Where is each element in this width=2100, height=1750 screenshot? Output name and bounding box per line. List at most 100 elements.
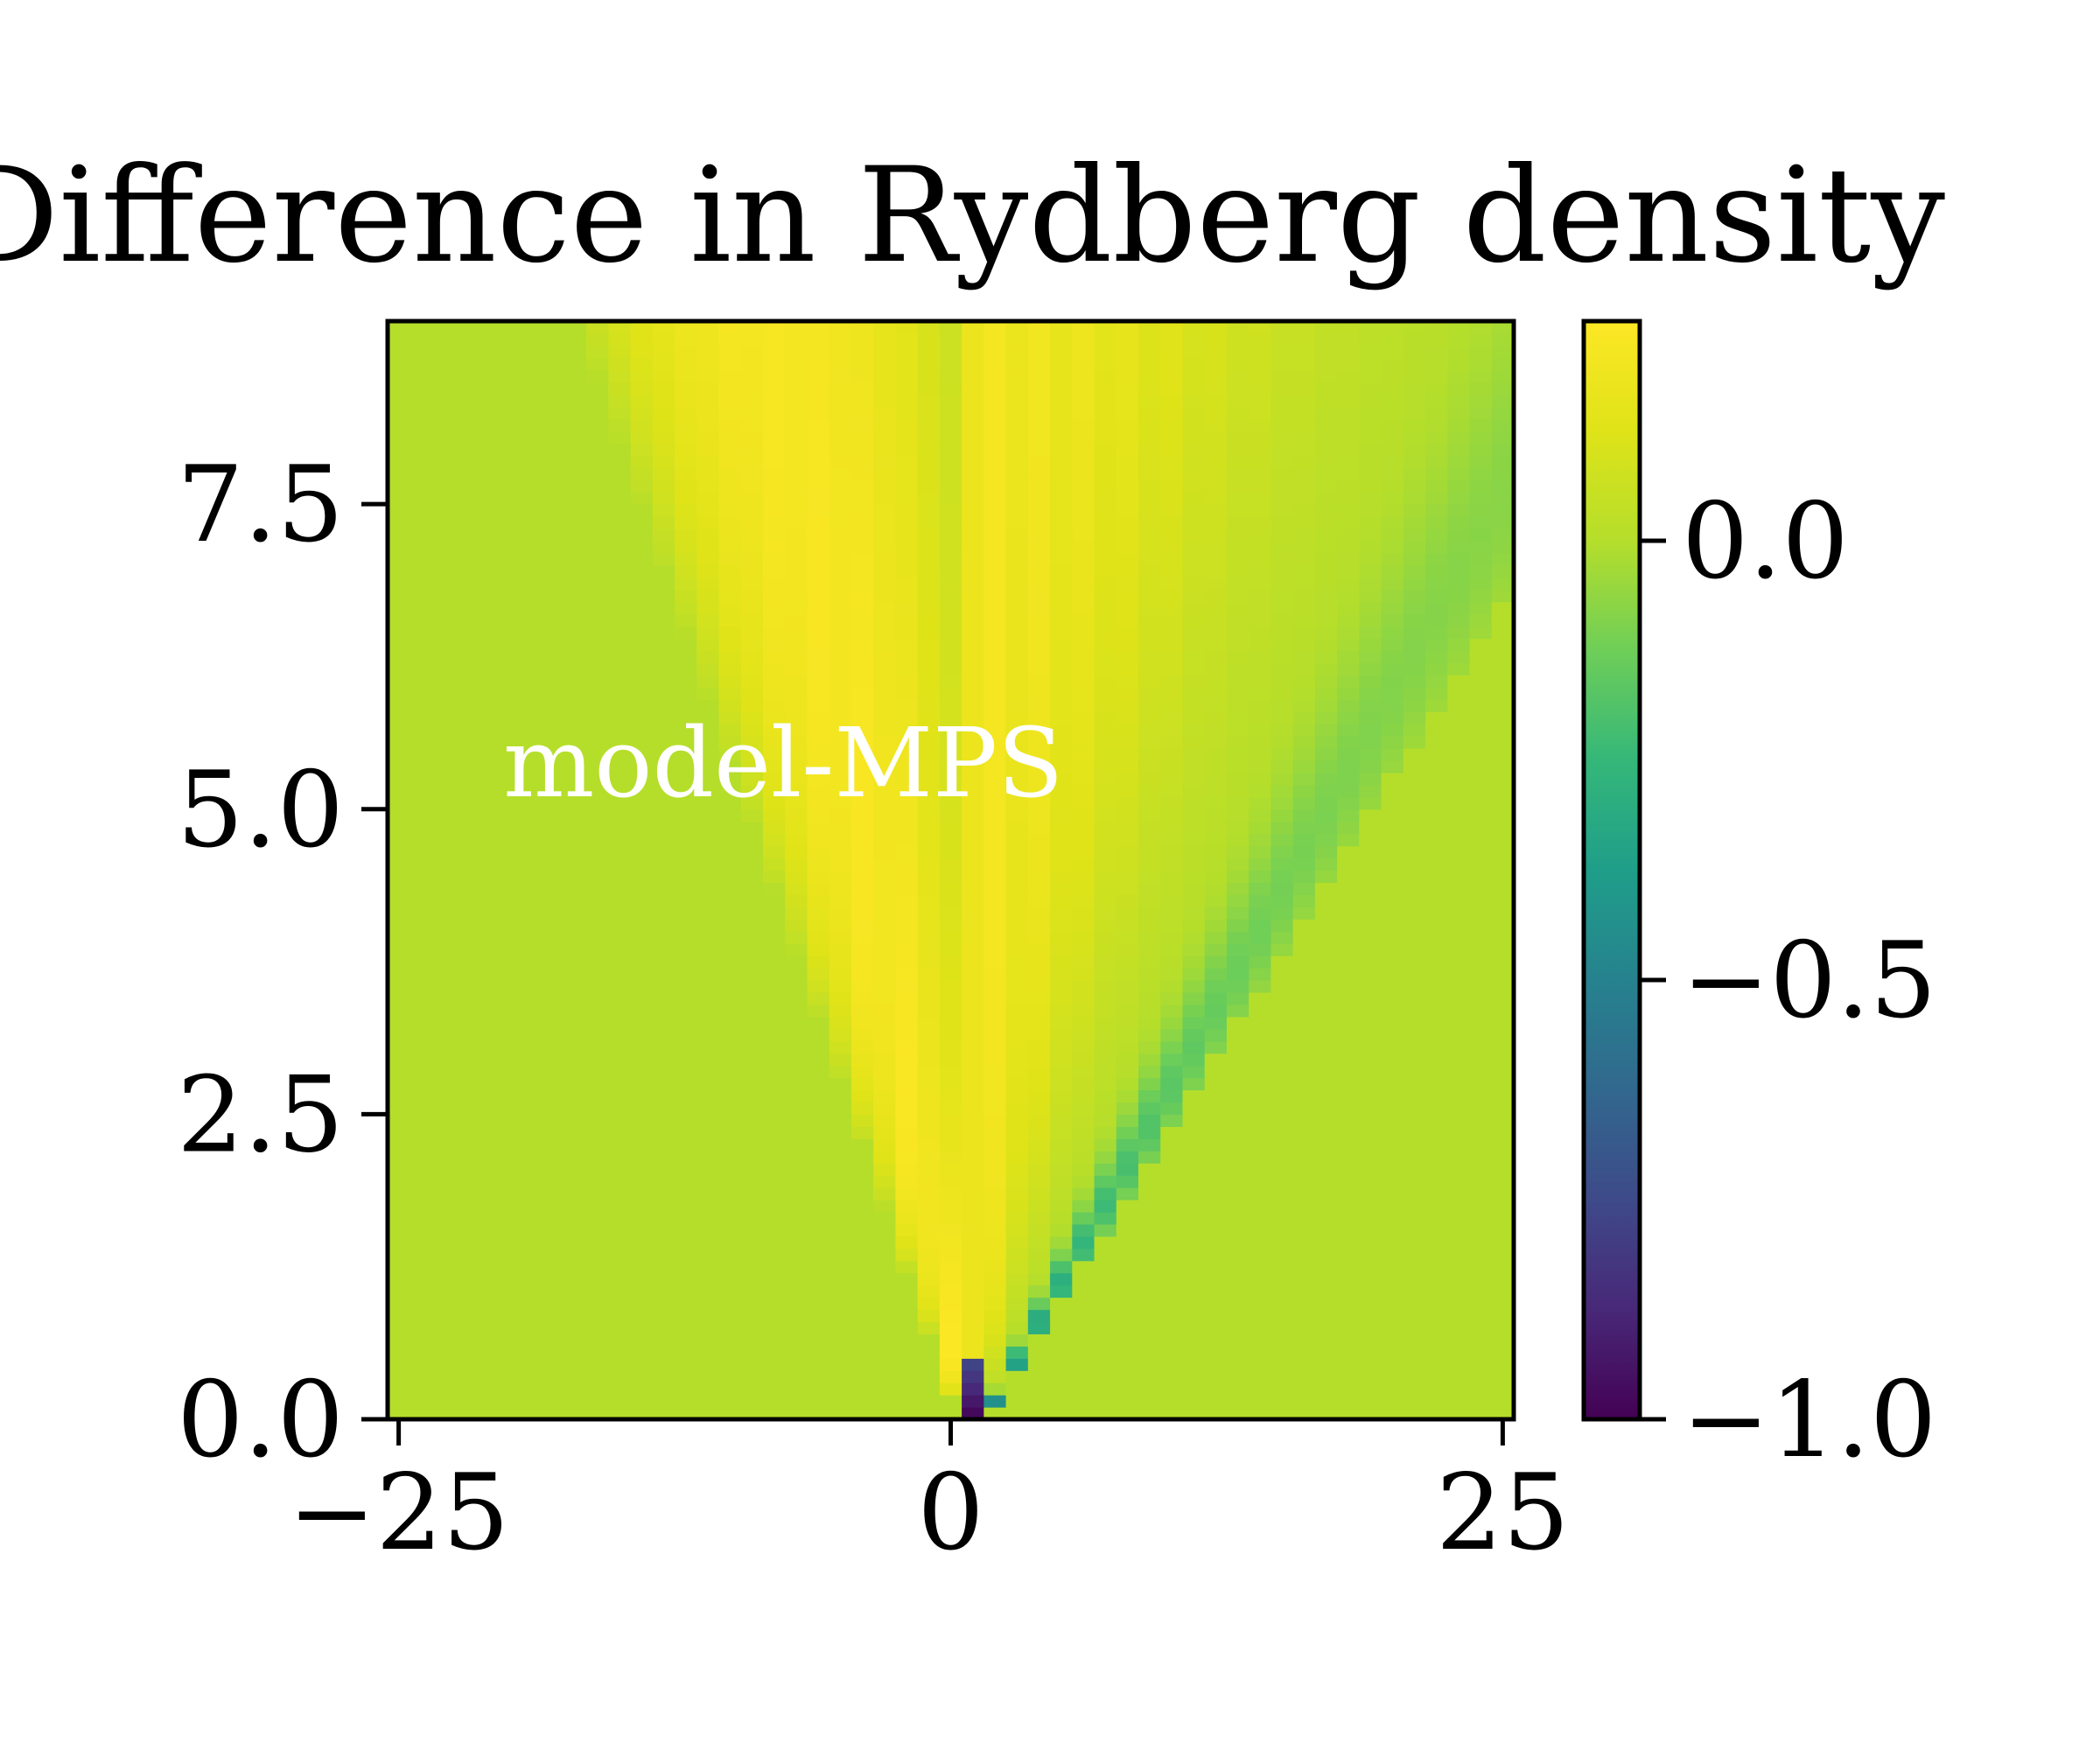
heatmap-cell [1226,406,1250,420]
heatmap-cell [1204,699,1228,712]
heatmap-cell [630,382,654,396]
heatmap-cell [873,1065,897,1079]
heatmap-cell [895,504,919,517]
heatmap-cell [984,724,1007,737]
heatmap-cell [410,1126,433,1139]
heatmap-cell [564,1334,587,1347]
heatmap-cell [1403,1370,1426,1383]
heatmap-cell [917,906,941,920]
heatmap-cell [696,882,720,895]
heatmap-cell [564,1370,587,1383]
heatmap-cell [1005,1126,1029,1139]
heatmap-cell [453,1211,477,1225]
heatmap-cell [475,1284,499,1298]
heatmap-cell [895,577,919,591]
heatmap-cell [1381,711,1404,724]
heatmap-cell [608,833,632,847]
heatmap-cell [1160,492,1184,505]
heatmap-cell [1381,833,1404,847]
heatmap-cell [520,1370,543,1383]
heatmap-cell [895,1151,919,1164]
heatmap-cell [1249,906,1272,920]
heatmap-cell [630,577,654,591]
heatmap-cell [1249,784,1272,798]
heatmap-cell [520,1297,543,1311]
heatmap-cell [520,321,543,334]
heatmap-cell [939,1163,962,1176]
heatmap-cell [1381,662,1404,676]
heatmap-cell [675,1077,697,1091]
heatmap-cell [498,1126,522,1139]
heatmap-cell [895,1065,919,1079]
heatmap-cell [1447,906,1471,920]
heatmap-cell [939,699,962,712]
heatmap-cell [984,369,1007,383]
heatmap-cell [939,626,962,640]
heatmap-cell [431,1028,455,1042]
heatmap-cell [608,748,632,761]
heatmap-cell [829,1395,852,1408]
heatmap-cell [586,516,609,529]
heatmap-cell [1072,552,1096,566]
heatmap-cell [1381,760,1404,774]
heatmap-cell [984,906,1007,920]
heatmap-cell [962,784,984,798]
heatmap-cell [1425,613,1448,627]
heatmap-cell [1226,1297,1250,1311]
heatmap-cell [763,1395,786,1408]
heatmap-cell [586,1358,609,1371]
heatmap-cell [1359,1284,1382,1298]
heatmap-cell [1447,808,1471,822]
heatmap-cell [763,1114,786,1127]
heatmap-cell [1138,1284,1161,1298]
heatmap-cell [939,1309,962,1323]
heatmap-cell [696,1016,720,1030]
heatmap-cell [895,601,919,615]
heatmap-cell [1270,1126,1294,1139]
heatmap-cell [1337,589,1360,603]
heatmap-cell [696,443,720,456]
heatmap-cell [850,808,874,822]
heatmap-cell [1094,1016,1117,1030]
heatmap-cell [542,1297,565,1311]
heatmap-cell [520,406,543,420]
heatmap-cell [1491,1028,1514,1042]
heatmap-cell [1249,870,1272,884]
heatmap-cell [608,1028,632,1042]
heatmap-cell [939,577,962,591]
heatmap-cell [1116,711,1139,724]
heatmap-cell [586,1284,609,1298]
heatmap-cell [850,1053,874,1067]
heatmap-cell [939,1016,962,1030]
heatmap-cell [829,541,852,554]
heatmap-cell [1182,443,1206,456]
heatmap-cell [475,1163,499,1176]
heatmap-cell [453,931,477,944]
heatmap-cell [696,675,720,688]
heatmap-cell [1116,613,1139,627]
heatmap-cell [785,357,808,371]
heatmap-cell [586,808,609,822]
heatmap-cell [1005,748,1029,761]
heatmap-cell [1050,1211,1073,1225]
heatmap-cell [696,1284,720,1298]
heatmap-cell [1160,1223,1184,1237]
heatmap-cell [410,736,433,749]
heatmap-cell [873,516,897,529]
heatmap-cell [785,1297,808,1311]
heatmap-cell [630,1370,654,1383]
heatmap-cell [675,1065,697,1079]
heatmap-cell [1337,1187,1360,1200]
heatmap-cell [740,1297,764,1311]
heatmap-cell [1292,332,1316,346]
heatmap-cell [718,577,742,591]
heatmap-cell [1359,443,1382,456]
heatmap-cell [740,528,764,542]
heatmap-cell [984,931,1007,944]
heatmap-cell [542,1175,565,1188]
heatmap-cell [895,1053,919,1067]
heatmap-cell [1491,528,1514,542]
heatmap-cell [1381,1236,1404,1250]
heatmap-cell [431,1151,455,1164]
heatmap-cell [873,589,897,603]
